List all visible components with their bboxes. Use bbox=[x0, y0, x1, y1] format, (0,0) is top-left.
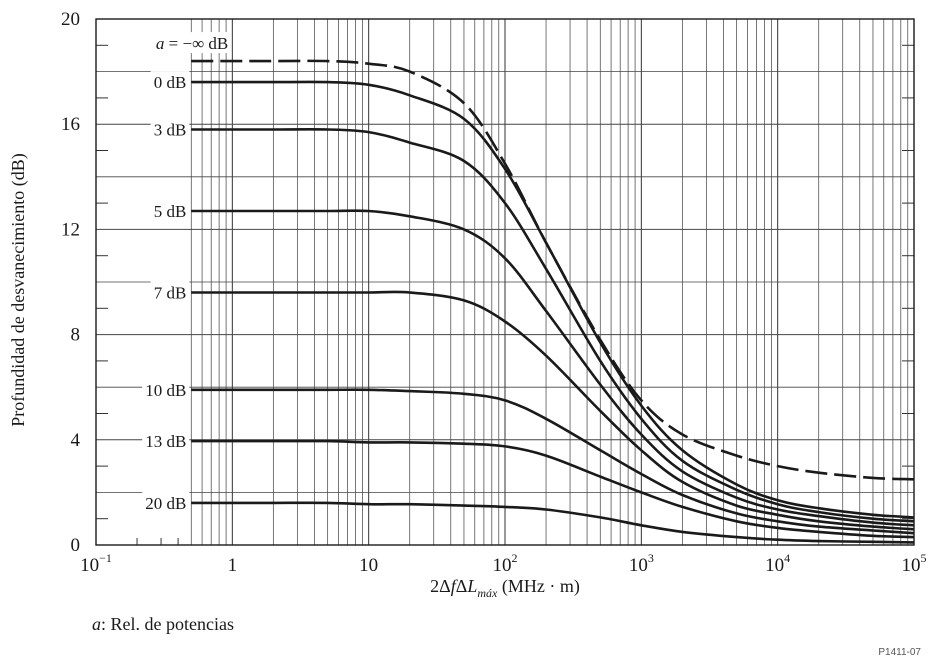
curve-label-bg bbox=[142, 430, 190, 452]
series-line bbox=[191, 59, 915, 481]
x-tick-label: 1 bbox=[228, 555, 238, 576]
curve-labels: a = −∞ dB 0 dB 3 dB 5 dB 7 dB 10 dB 13 dB 20 dB bbox=[142, 32, 232, 513]
y-tick-label: 4 bbox=[71, 430, 81, 451]
series-line bbox=[191, 290, 915, 531]
curve-label: 5 dB bbox=[154, 202, 187, 221]
series-line bbox=[191, 439, 915, 539]
series-line bbox=[191, 127, 915, 523]
x-tick-label: 103 bbox=[629, 551, 654, 576]
x-axis-title: 2ΔfΔLmáx (MHz · m) bbox=[430, 576, 580, 600]
curve-label-bg bbox=[152, 32, 232, 54]
curve-label-bg bbox=[150, 281, 190, 303]
footnote: a: Rel. de potencias bbox=[92, 614, 234, 635]
grid-lines bbox=[95, 18, 914, 546]
y-axis-title: Profundidad de desvanecimiento (dB) bbox=[8, 153, 29, 426]
x-tick-label: 104 bbox=[765, 551, 790, 576]
curve-label: a = −∞ dB bbox=[156, 34, 228, 53]
curve-label: 13 dB bbox=[145, 432, 186, 451]
y-tick-label: 8 bbox=[71, 325, 81, 346]
x-tick-label: 105 bbox=[902, 551, 927, 576]
curve-label-bg bbox=[150, 199, 190, 221]
series-line bbox=[191, 388, 915, 535]
footnote-text: : Rel. de potencias bbox=[101, 614, 234, 634]
x-tick-label: 10 bbox=[359, 555, 378, 576]
y-tick-label: 20 bbox=[61, 9, 80, 30]
curve-label-bg bbox=[142, 378, 190, 400]
figure-id: P1411-07 bbox=[878, 647, 921, 658]
curve-label: 10 dB bbox=[145, 381, 186, 400]
series-line bbox=[191, 80, 915, 519]
y-tick-label: 16 bbox=[61, 114, 80, 135]
curve-label: 20 dB bbox=[145, 494, 186, 513]
curve-label-bg bbox=[150, 118, 190, 140]
curves-layer bbox=[191, 59, 915, 544]
x-tick-label: 102 bbox=[493, 551, 518, 576]
tick-labels: 0 4 8 12 16 20 10−1 1 10 102 103 104 105 bbox=[61, 9, 927, 576]
curve-label: 7 dB bbox=[154, 284, 187, 303]
curve-label: 3 dB bbox=[154, 120, 187, 139]
x-tick-label: 10−1 bbox=[80, 551, 112, 576]
y-tick-label: 12 bbox=[61, 219, 80, 240]
footnote-symbol: a bbox=[92, 614, 101, 634]
plot-frame bbox=[95, 18, 915, 546]
series-line bbox=[191, 501, 915, 544]
series-line bbox=[191, 209, 915, 527]
y-tick-label: 0 bbox=[71, 535, 81, 556]
curve-label-bg bbox=[142, 491, 190, 513]
curve-label: 0 dB bbox=[154, 73, 187, 92]
curve-label-bg bbox=[150, 71, 190, 93]
